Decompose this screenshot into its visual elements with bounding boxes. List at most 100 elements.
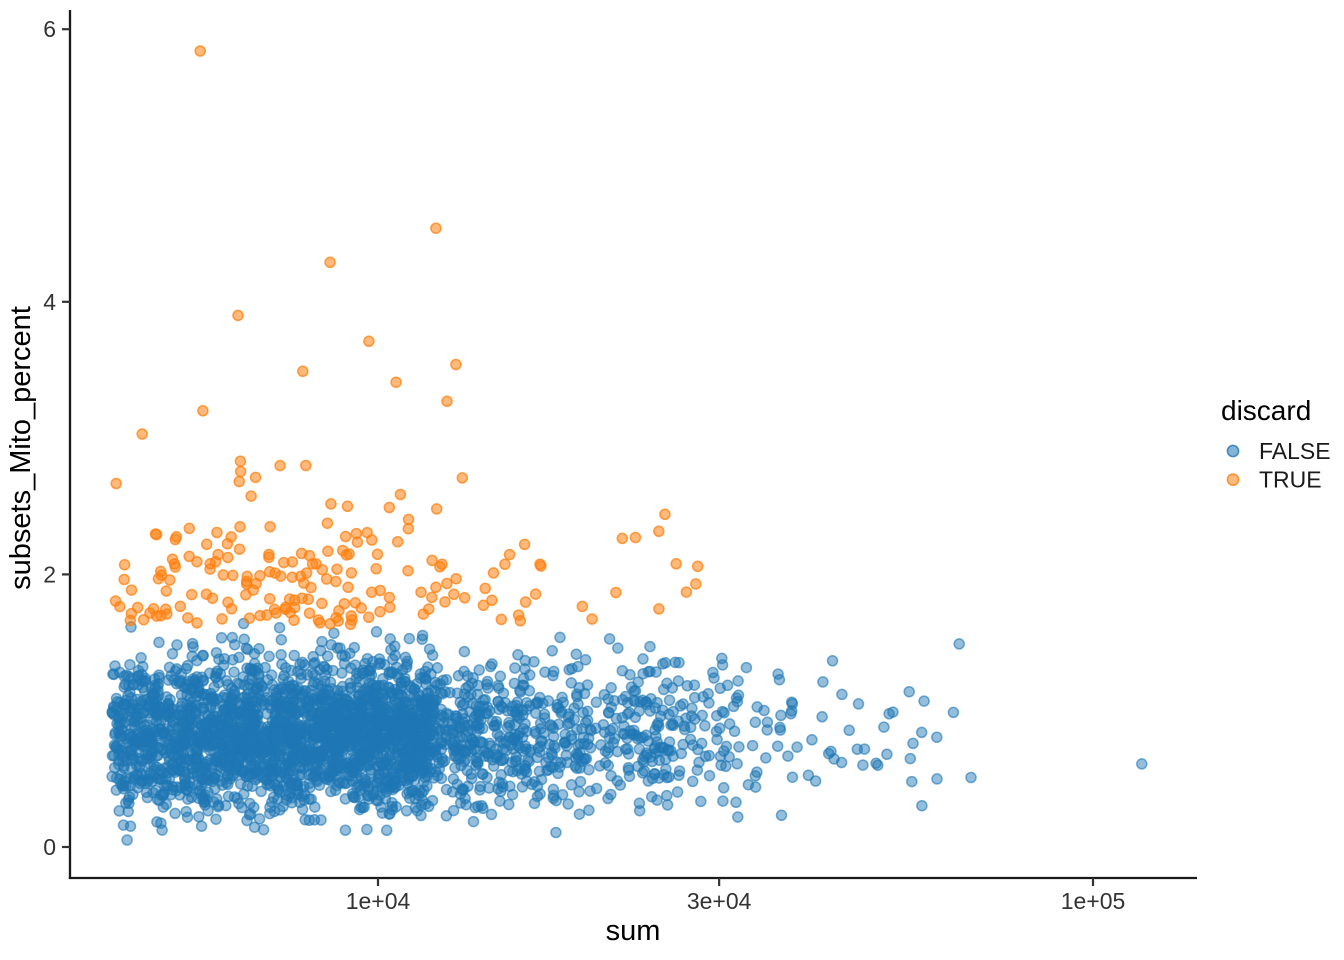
data-point: [204, 558, 216, 570]
data-point: [228, 666, 240, 678]
data-point: [652, 720, 665, 733]
data-point: [611, 775, 624, 787]
data-point: [462, 680, 475, 693]
data-point: [454, 788, 467, 800]
data-point: [288, 649, 300, 662]
data-point: [659, 508, 671, 521]
data-point: [377, 679, 390, 692]
data-point: [633, 797, 646, 810]
data-point: [316, 597, 328, 610]
data-point: [153, 636, 165, 649]
data-point: [228, 638, 241, 651]
data-point: [329, 784, 342, 796]
data-point: [117, 750, 129, 762]
data-point: [192, 728, 204, 741]
data-point: [354, 780, 366, 792]
data-point: [123, 791, 136, 803]
data-point: [212, 548, 224, 561]
data-point: [428, 719, 441, 732]
data-point: [836, 688, 848, 701]
data-point: [422, 800, 435, 813]
data-point: [416, 629, 429, 642]
data-point: [179, 735, 191, 748]
data-point: [760, 752, 772, 764]
data-point: [258, 698, 270, 710]
data-point: [507, 743, 519, 755]
data-point: [245, 490, 257, 502]
data-point: [730, 796, 742, 809]
data-point: [565, 779, 578, 791]
data-point: [406, 707, 418, 720]
y-axis-title: subsets_Mito_percent: [5, 306, 37, 590]
data-point: [137, 613, 150, 626]
data-point: [157, 789, 169, 802]
data-point: [550, 826, 562, 839]
data-point: [328, 627, 340, 639]
data-point: [390, 801, 402, 813]
data-point: [907, 737, 919, 750]
data-point: [364, 719, 377, 732]
data-point: [282, 709, 294, 722]
data-point: [112, 709, 125, 722]
data-point: [287, 696, 299, 708]
data-point: [234, 521, 246, 533]
data-point: [367, 655, 379, 668]
data-point: [653, 525, 665, 538]
data-point: [426, 554, 438, 567]
data-point: [499, 558, 511, 571]
data-point: [843, 724, 855, 737]
data-point: [118, 762, 130, 774]
data-point: [353, 760, 365, 773]
data-point: [559, 728, 571, 741]
data-point: [477, 768, 489, 780]
data-point: [576, 722, 588, 735]
data-point: [659, 753, 672, 766]
data-point: [339, 530, 352, 543]
data-point: [477, 802, 489, 815]
data-point: [136, 428, 148, 440]
data-point: [147, 723, 159, 735]
data-point: [340, 549, 353, 561]
data-point: [191, 770, 204, 782]
data-point: [176, 710, 189, 722]
data-point: [728, 725, 741, 738]
data-point: [904, 752, 917, 765]
data-point: [150, 528, 163, 541]
data-point: [455, 759, 467, 772]
data-point: [383, 501, 396, 514]
data-point: [257, 824, 270, 836]
data-point: [117, 819, 130, 831]
data-point: [364, 744, 376, 756]
data-point: [380, 786, 393, 798]
data-point: [458, 645, 471, 658]
data-point: [649, 702, 662, 714]
data-point: [558, 736, 571, 749]
data-point: [372, 795, 384, 807]
data-point: [666, 682, 679, 694]
data-point: [255, 785, 267, 798]
data-point: [618, 720, 630, 732]
data-point: [690, 578, 702, 590]
data-point: [151, 816, 163, 828]
data-point: [508, 719, 521, 731]
data-point: [279, 601, 292, 614]
data-point: [300, 459, 312, 472]
data-point: [590, 782, 603, 795]
data-point: [806, 734, 818, 746]
data-point: [703, 697, 715, 709]
data-point: [307, 748, 320, 760]
data-point: [186, 637, 199, 650]
data-point: [677, 738, 689, 751]
data-point: [716, 705, 729, 718]
data-point: [166, 553, 179, 565]
data-point: [416, 633, 428, 645]
data-point: [809, 775, 822, 787]
data-point: [732, 689, 745, 702]
data-point: [492, 679, 504, 692]
data-point: [339, 824, 352, 836]
legend-key-true-icon: [1226, 473, 1240, 486]
data-point: [733, 741, 745, 753]
data-point: [786, 771, 799, 783]
data-point: [386, 667, 398, 679]
